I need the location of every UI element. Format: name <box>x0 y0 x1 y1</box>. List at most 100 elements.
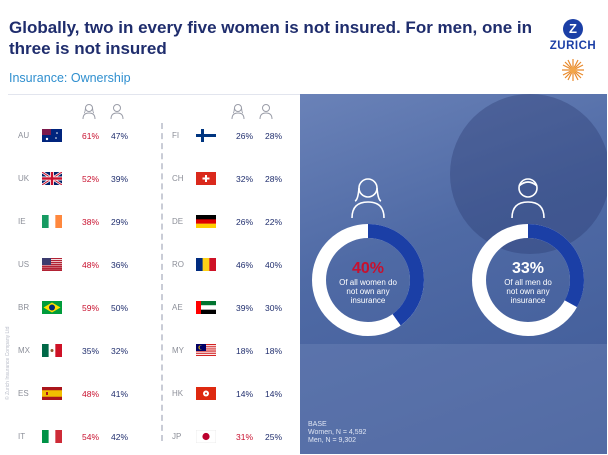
women-value: 61% <box>82 131 100 141</box>
woman-icon <box>82 104 96 119</box>
women-value: 48% <box>82 389 100 399</box>
men-donut-segment <box>472 224 584 336</box>
men-caption-line: insurance <box>510 296 546 305</box>
base-men: Men, N = 9,302 <box>308 437 357 444</box>
men-value: 50% <box>111 303 129 313</box>
country-code: BR <box>18 303 30 312</box>
united-kingdom-flag-icon <box>42 172 62 185</box>
table-row: BR 59% 50% <box>18 301 143 317</box>
country-code: DE <box>172 217 184 226</box>
table-row: CH 32% 28% <box>172 172 297 188</box>
men-value: 42% <box>111 432 129 442</box>
japan-flag-icon <box>196 430 216 443</box>
men-value: 47% <box>111 131 129 141</box>
table-row: MX 35% 32% <box>18 344 143 360</box>
country-code: AU <box>18 131 30 140</box>
country-code: CH <box>172 174 184 183</box>
united-states-flag-icon <box>42 258 62 271</box>
table-row: US 48% 36% <box>18 258 143 274</box>
uae-flag-icon <box>196 301 216 314</box>
women-value: 52% <box>82 174 100 184</box>
men-value: 22% <box>265 217 283 227</box>
country-code: IT <box>18 432 26 441</box>
country-code: US <box>18 260 30 269</box>
table-row: RO 46% 40% <box>172 258 297 274</box>
women-value: 32% <box>236 174 254 184</box>
man-icon <box>259 104 273 119</box>
country-code: JP <box>172 432 182 441</box>
malaysia-flag-icon <box>196 344 216 357</box>
women-value: 38% <box>82 217 100 227</box>
men-caption-line: not own any <box>506 287 550 296</box>
mexico-flag-icon <box>42 344 62 357</box>
country-code: MY <box>172 346 184 355</box>
country-code: FI <box>172 131 180 140</box>
italy-flag-icon <box>42 430 62 443</box>
men-value: 28% <box>265 174 283 184</box>
women-donut-segment <box>312 224 424 336</box>
country-code: RO <box>172 260 184 269</box>
hong-kong-flag-icon <box>196 387 216 400</box>
women-value: 31% <box>236 432 254 442</box>
finland-flag-icon <box>196 129 216 142</box>
women-donut-label: 40% Of all women do not own any insuranc… <box>333 260 403 305</box>
men-value: 39% <box>111 174 129 184</box>
country-code: IE <box>18 217 26 226</box>
woman-icon <box>351 178 385 218</box>
women-value: 26% <box>236 131 254 141</box>
men-value: 41% <box>111 389 129 399</box>
table-row: HK 14% 14% <box>172 387 297 403</box>
table-row: AE 39% 30% <box>172 301 297 317</box>
men-caption-line: Of all men do <box>504 278 552 287</box>
women-caption-line: Of all women do <box>339 278 397 287</box>
man-icon <box>110 104 124 119</box>
women-caption-line: not own any <box>346 287 390 296</box>
man-icon <box>511 178 545 218</box>
summary-panel: 40% Of all women do not own any insuranc… <box>300 94 607 454</box>
table-row: IE 38% 29% <box>18 215 143 231</box>
base-label: BASE <box>308 421 327 428</box>
men-value: 14% <box>265 389 283 399</box>
table-row: FI 26% 28% <box>172 129 297 145</box>
women-value: 54% <box>82 432 100 442</box>
women-value: 46% <box>236 260 254 270</box>
men-value: 25% <box>265 432 283 442</box>
table-row: JP 31% 25% <box>172 430 297 446</box>
country-code: MX <box>18 346 30 355</box>
women-value: 14% <box>236 389 254 399</box>
brazil-flag-icon <box>42 301 62 314</box>
switzerland-flag-icon <box>196 172 216 185</box>
australia-flag-icon <box>42 129 62 142</box>
women-value: 59% <box>82 303 100 313</box>
women-value: 39% <box>236 303 254 313</box>
country-code: HK <box>172 389 184 398</box>
women-percent: 40% <box>351 260 385 277</box>
women-value: 35% <box>82 346 100 356</box>
men-value: 18% <box>265 346 283 356</box>
men-percent: 33% <box>511 260 545 277</box>
country-code: ES <box>18 389 29 398</box>
country-code: AE <box>172 303 183 312</box>
woman-icon <box>231 104 245 119</box>
men-value: 32% <box>111 346 129 356</box>
column-divider <box>161 123 163 441</box>
men-donut <box>472 224 584 336</box>
men-value: 36% <box>111 260 129 270</box>
table-row: ES 48% 41% <box>18 387 143 403</box>
men-value: 28% <box>265 131 283 141</box>
copyright-note: © Zurich Insurance Company Ltd <box>5 326 11 400</box>
table-row: IT 54% 42% <box>18 430 143 446</box>
women-donut <box>312 224 424 336</box>
women-value: 26% <box>236 217 254 227</box>
table-row: DE 26% 22% <box>172 215 297 231</box>
table-row: AU 61% 47% <box>18 129 143 145</box>
page-subtitle: Insurance: Ownership <box>9 71 131 85</box>
romania-flag-icon <box>196 258 216 271</box>
page-title: Globally, two in every five women is not… <box>9 18 532 58</box>
men-value: 29% <box>111 217 129 227</box>
men-value: 40% <box>265 260 283 270</box>
country-table: © Zurich Insurance Company Ltd AU 61% 47% U… <box>5 94 300 451</box>
men-donut-label: 33% Of all men do not own any insurance <box>493 260 563 305</box>
table-row: UK 52% 39% <box>18 172 143 188</box>
women-value: 18% <box>236 346 254 356</box>
